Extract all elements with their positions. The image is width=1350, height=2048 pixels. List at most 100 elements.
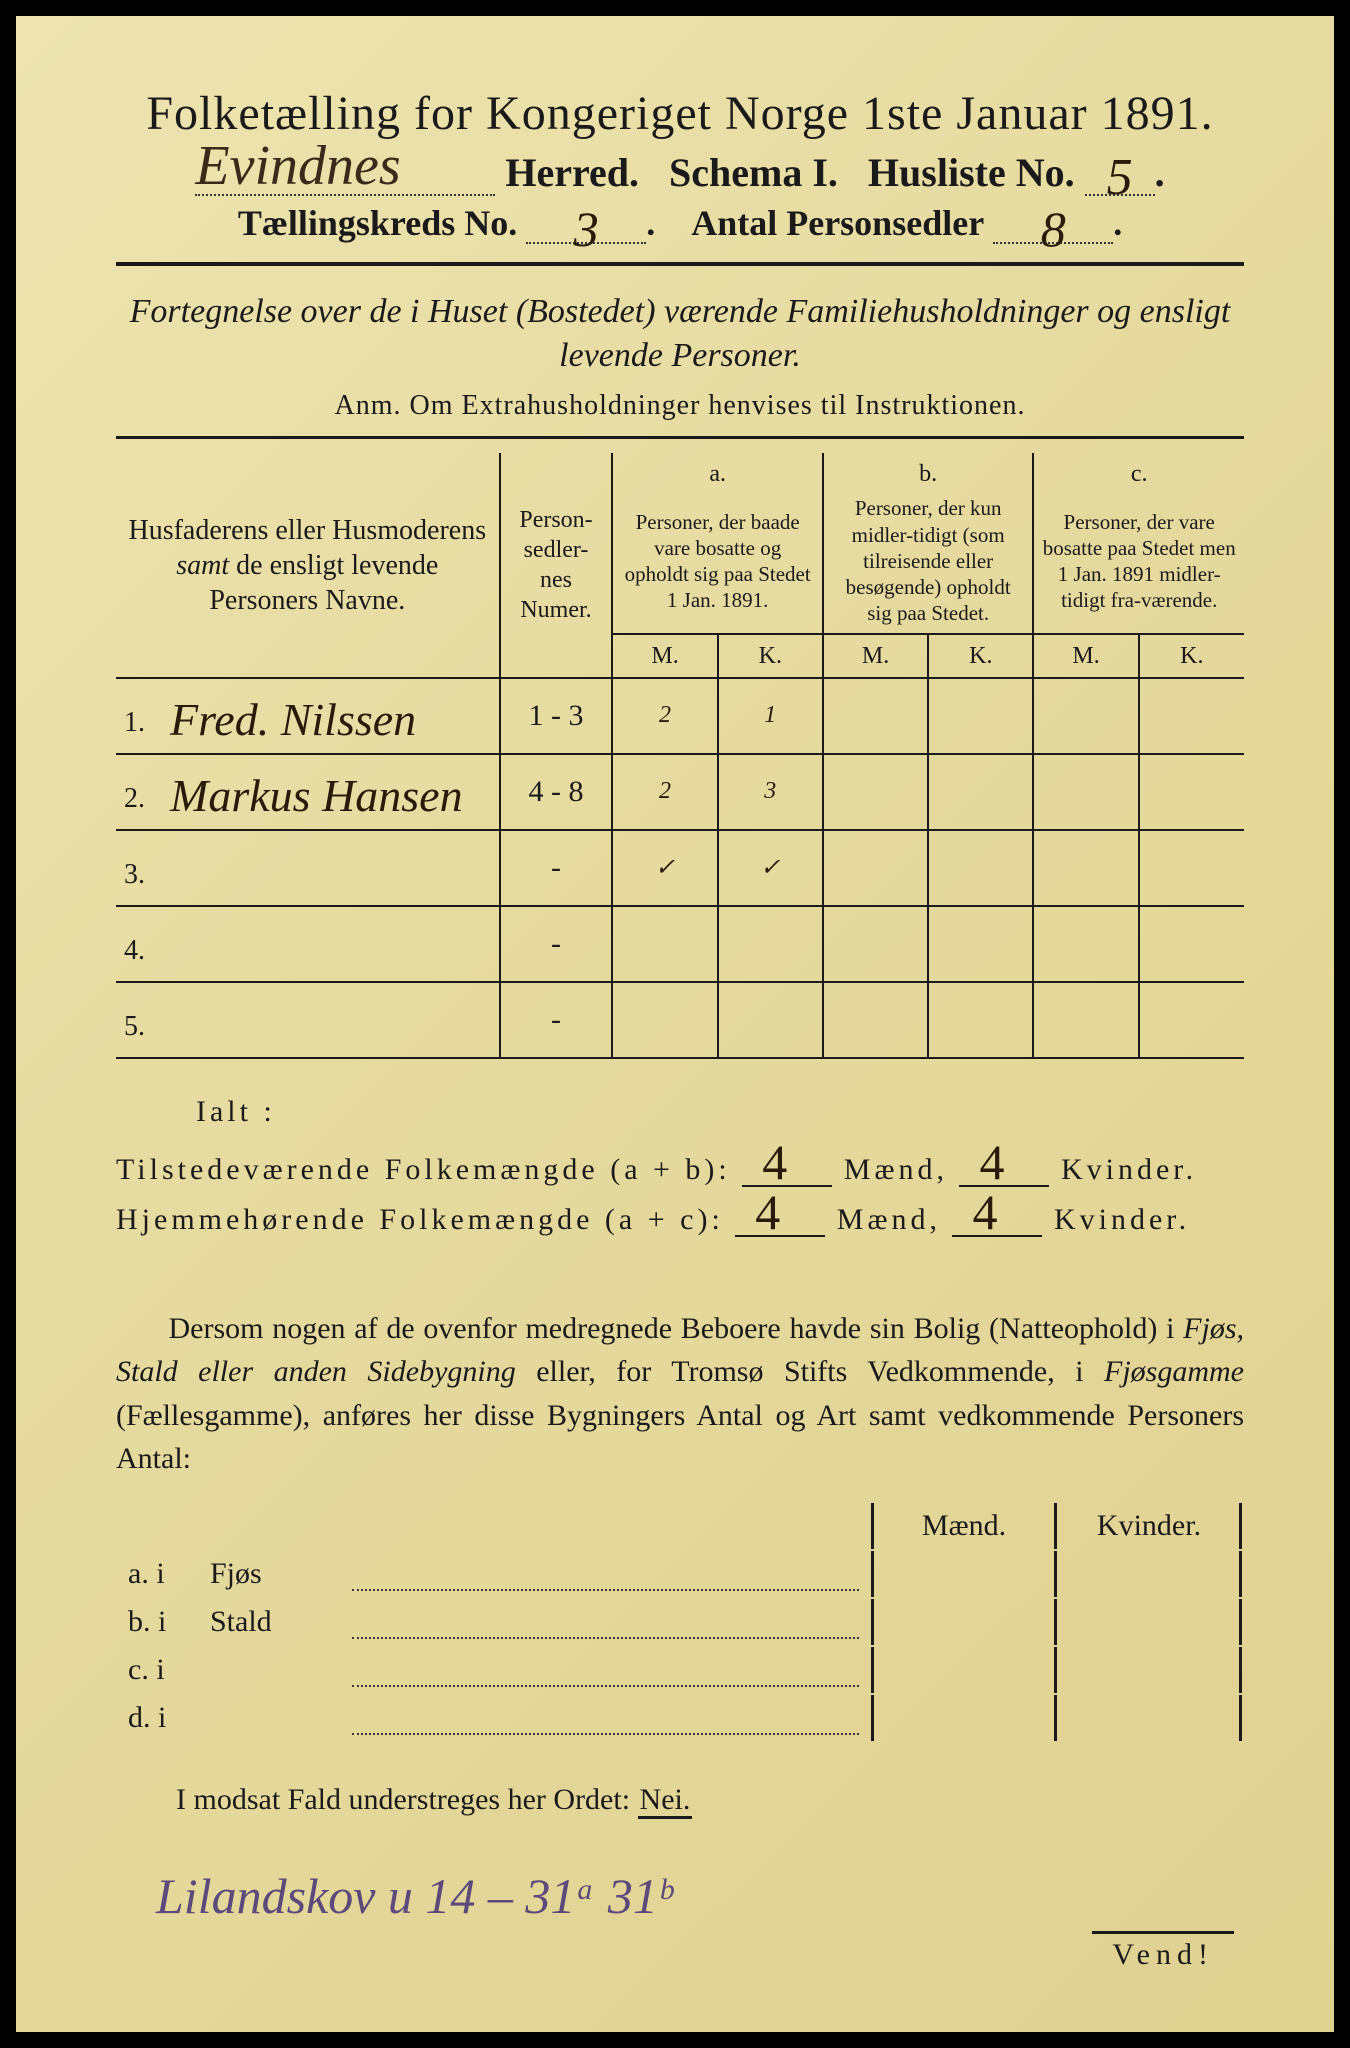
line2: Evindnes Herred. Schema I. Husliste No. …: [116, 149, 1244, 196]
table-row: 1. Fred. Nilssen 1 - 3 2 1: [116, 678, 1244, 754]
side-row-k: [1059, 1599, 1242, 1645]
table-row: 4. -: [116, 906, 1244, 982]
side-row-k: [1059, 1695, 1242, 1741]
a-k-cell: [718, 906, 823, 982]
c-m-cell: [1033, 982, 1138, 1058]
side-row: d. i: [118, 1695, 1242, 1741]
side-row: a. i Fjøs: [118, 1551, 1242, 1597]
head-b-k: K.: [928, 634, 1033, 678]
a-m-cell: ✓: [612, 830, 717, 906]
herred-fillin: Evindnes: [195, 150, 495, 196]
head-c-k: K.: [1139, 634, 1244, 678]
side-row-type: Stald: [200, 1599, 340, 1645]
head-a-k: K.: [718, 634, 823, 678]
side-row-k: [1059, 1551, 1242, 1597]
side-row-m: [871, 1599, 1057, 1645]
side-row-letter: c. i: [118, 1647, 198, 1693]
a-m-cell: 2: [612, 754, 717, 830]
b-k-cell: [928, 830, 1033, 906]
kvinder-1: Kvinder.: [1061, 1153, 1197, 1186]
side-row: c. i: [118, 1647, 1242, 1693]
head-c-m: M.: [1033, 634, 1138, 678]
imodsat-text: I modsat Fald understreges her Ordet:: [176, 1783, 638, 1816]
footer-handwritten: Lilandskov u 14 – 31ᵃ 31ᵇ: [156, 1867, 1244, 1925]
head-name: Husfaderens eller Husmoderens samt de en…: [116, 453, 500, 677]
census-form-page: Folketælling for Kongeriget Norge 1ste J…: [0, 0, 1350, 2048]
dersom-1b: eller, for Tromsø Stifts Vedkommende, i: [516, 1355, 1104, 1388]
side-row-dots: [342, 1695, 869, 1741]
sum2-m-fill: 4: [735, 1199, 825, 1237]
kvinder-2: Kvinder.: [1054, 1203, 1190, 1236]
divider-1: [116, 262, 1244, 266]
a-k-cell: 1: [718, 678, 823, 754]
side-row-dots: [342, 1647, 869, 1693]
head-a-m: M.: [612, 634, 717, 678]
side-row-letter: a. i: [118, 1551, 198, 1597]
person-no-hw: 8: [1041, 201, 1066, 257]
name-cell: 1. Fred. Nilssen: [116, 678, 500, 754]
mk-k: Kvinder.: [1059, 1503, 1242, 1549]
head-c-top: c.: [1033, 453, 1244, 489]
line3: Tællingskreds No. 3 . Antal Personsedler…: [116, 202, 1244, 244]
name-cell: 5.: [116, 982, 500, 1058]
fortegnelse-heading: Fortegnelse over de i Huset (Bostedet) v…: [116, 290, 1244, 378]
kreds-no-fillin: 3: [526, 202, 646, 244]
num-cell: -: [500, 830, 613, 906]
side-row-type: [200, 1695, 340, 1741]
schema-label: Schema I.: [669, 150, 838, 195]
page-title: Folketælling for Kongeriget Norge 1ste J…: [116, 86, 1244, 141]
b-m-cell: [823, 830, 928, 906]
c-m-cell: [1033, 906, 1138, 982]
b-k-cell: [928, 754, 1033, 830]
head-num: Person-sedler-nes Numer.: [500, 453, 613, 677]
side-row-m: [871, 1695, 1057, 1741]
side-row-k: [1059, 1647, 1242, 1693]
table-row: 2. Markus Hansen 4 - 8 2 3: [116, 754, 1244, 830]
b-m-cell: [823, 906, 928, 982]
side-building-table: Mænd. Kvinder. a. i Fjøs b. i Stald c. i…: [116, 1501, 1244, 1743]
head-a: Personer, der baade vare bosatte og opho…: [612, 489, 823, 633]
sum2-k: 4: [972, 1183, 997, 1241]
b-k-cell: [928, 906, 1033, 982]
side-row-m: [871, 1647, 1057, 1693]
table-row: 5. -: [116, 982, 1244, 1058]
sum1-m-fill: 4: [742, 1149, 832, 1187]
divider-2: [116, 436, 1244, 439]
c-k-cell: [1139, 754, 1244, 830]
head-a-top: a.: [612, 453, 823, 489]
anm-note: Anm. Om Extrahusholdninger henvises til …: [116, 390, 1244, 422]
sum1-label: Tilstedeværende Folkemængde (a + b):: [116, 1153, 731, 1186]
husliste-no-hw: 5: [1107, 149, 1133, 206]
sum2-k-fill: 4: [952, 1199, 1042, 1237]
a-k-cell: ✓: [718, 830, 823, 906]
nei-word: Nei.: [638, 1783, 693, 1819]
side-row-letter: d. i: [118, 1695, 198, 1741]
a-k-cell: 3: [718, 754, 823, 830]
c-k-cell: [1139, 982, 1244, 1058]
husliste-label: Husliste No.: [868, 150, 1075, 195]
b-k-cell: [928, 678, 1033, 754]
imodsat-line: I modsat Fald understreges her Ordet: Ne…: [116, 1783, 1244, 1817]
num-cell: 1 - 3: [500, 678, 613, 754]
sum-line-1: Tilstedeværende Folkemængde (a + b): 4 M…: [116, 1149, 1244, 1187]
mk-m: Mænd.: [871, 1503, 1057, 1549]
side-row-dots: [342, 1551, 869, 1597]
side-row: b. i Stald: [118, 1599, 1242, 1645]
person-label: Antal Personsedler: [691, 203, 984, 243]
c-k-cell: [1139, 830, 1244, 906]
side-row-type: [200, 1647, 340, 1693]
num-cell: -: [500, 906, 613, 982]
a-m-cell: [612, 906, 717, 982]
num-cell: -: [500, 982, 613, 1058]
ialt-label: Ialt :: [196, 1095, 1244, 1129]
c-k-cell: [1139, 678, 1244, 754]
side-row-m: [871, 1551, 1057, 1597]
dersom-em2: Fjøsgamme: [1104, 1355, 1244, 1388]
head-b-top: b.: [823, 453, 1034, 489]
head-c: Personer, der vare bosatte paa Stedet me…: [1033, 489, 1244, 633]
a-m-cell: 2: [612, 678, 717, 754]
name-cell: 2. Markus Hansen: [116, 754, 500, 830]
a-m-cell: [612, 982, 717, 1058]
maend-1: Mænd,: [844, 1153, 948, 1186]
table-row: 3. - ✓ ✓: [116, 830, 1244, 906]
